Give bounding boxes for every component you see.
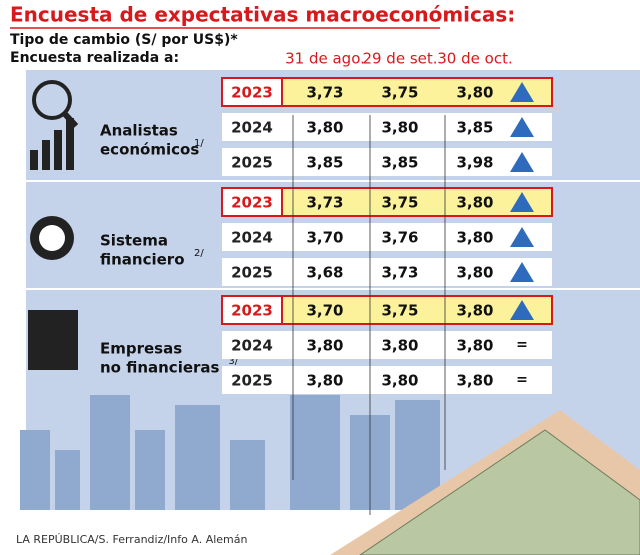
cell-value: 3,73: [306, 194, 343, 212]
cell-value: 3,80: [306, 372, 343, 390]
cell-value: 3,70: [306, 229, 343, 247]
group-label: no financieras: [100, 359, 220, 377]
cell-value: 3,75: [381, 84, 418, 102]
trend-up-icon: [510, 227, 534, 247]
cell-value: 3,80: [306, 119, 343, 137]
group-label: Empresas: [100, 340, 182, 358]
year-cell: [221, 77, 283, 107]
group-label: económicos: [100, 141, 199, 159]
cell-value: 3,73: [306, 84, 343, 102]
icons: [28, 80, 79, 370]
row-year: 2024: [231, 119, 273, 137]
group-label: Analistas: [100, 122, 178, 140]
row-year: 2025: [231, 264, 273, 282]
cell-value: 3,80: [381, 119, 418, 137]
cell-value: 3,80: [381, 337, 418, 355]
cell-value: 3,85: [306, 154, 343, 172]
trend-up-icon: [510, 300, 534, 320]
cell-value: 3,80: [456, 264, 493, 282]
group-label: Sistema: [100, 232, 168, 250]
money-bill: [330, 410, 640, 555]
cell-value: 3,73: [381, 264, 418, 282]
row-background: [222, 223, 552, 251]
trend-symbol: =: [516, 337, 528, 353]
group-note: 2/: [194, 248, 204, 259]
subtitle: Tipo de cambio (S/ por US$)*: [10, 32, 238, 48]
cell-value: 3,68: [306, 264, 343, 282]
column-header: 29 de set.: [362, 50, 437, 68]
row-year: 2024: [231, 337, 273, 355]
trend-up-icon: [510, 152, 534, 172]
cell-value: 3,80: [456, 84, 493, 102]
trend-symbol: =: [516, 372, 528, 388]
trend-up-icon: [510, 262, 534, 282]
trend-up-icon: [510, 117, 534, 137]
cell-value: 3,98: [456, 154, 493, 172]
cell-value: 3,85: [381, 154, 418, 172]
cell-value: 3,80: [381, 372, 418, 390]
cell-value: 3,75: [381, 302, 418, 320]
trend-up-icon: [510, 192, 534, 212]
group-note: 3/: [228, 356, 238, 367]
cell-value: 3,80: [456, 194, 493, 212]
row-background: [222, 331, 552, 359]
cell-value: 3,80: [456, 229, 493, 247]
title: Encuesta de expectativas macroeconómicas…: [10, 3, 515, 27]
cell-value: 3,80: [456, 337, 493, 355]
row-year: 2025: [231, 372, 273, 390]
group-note: 1/: [194, 138, 204, 149]
row-year: 2024: [231, 229, 273, 247]
cell-value: 3,80: [306, 337, 343, 355]
group-label: financiero: [100, 251, 185, 269]
row-background: [222, 366, 552, 394]
cell-value: 3,70: [306, 302, 343, 320]
credit: LA REPÚBLICA/S. Ferrandiz/Info A. Alemán: [16, 533, 248, 546]
panel-edge: [18, 30, 26, 510]
row-background: [222, 113, 552, 141]
cell-value: 3,80: [456, 302, 493, 320]
row-background: [222, 258, 552, 286]
row-year: 2023: [231, 302, 273, 320]
cell-value: 3,75: [381, 194, 418, 212]
row-background: [222, 148, 552, 176]
subtitle: Encuesta realizada a:: [10, 50, 179, 66]
year-cell: [221, 187, 283, 217]
column-header: 30 de oct.: [437, 50, 512, 68]
row-year: 2025: [231, 154, 273, 172]
cell-value: 3,76: [381, 229, 418, 247]
cell-value: 3,80: [456, 372, 493, 390]
cell-value: 3,85: [456, 119, 493, 137]
trend-up-icon: [510, 82, 534, 102]
column-header: 31 de ago.: [285, 50, 365, 68]
year-cell: [221, 295, 283, 325]
row-year: 2023: [231, 84, 273, 102]
row-year: 2023: [231, 194, 273, 212]
